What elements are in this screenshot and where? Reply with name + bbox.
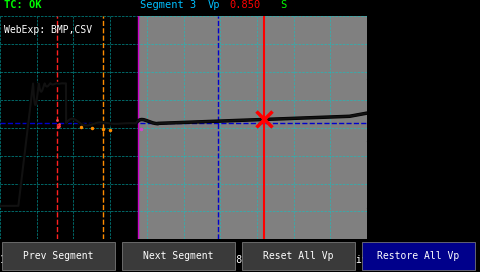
Text: 17.4 mp/div: 17.4 mp/div <box>302 255 367 265</box>
Text: 14.441 ns: 14.441 ns <box>428 42 477 51</box>
Text: Add New
Segment: Add New Segment <box>405 38 443 57</box>
Text: Prev Segment: Prev Segment <box>24 251 94 261</box>
Text: 4.109 ft: 4.109 ft <box>433 23 477 32</box>
Text: WebExp: BMP,CSV: WebExp: BMP,CSV <box>4 25 92 35</box>
Text: Vp: Vp <box>207 0 220 10</box>
Text: 39.5 dB: 39.5 dB <box>439 134 477 143</box>
Text: Next Segment: Next Segment <box>144 251 214 261</box>
Text: Reset All Vp: Reset All Vp <box>264 251 334 261</box>
Text: 51.1 Ω: 51.1 Ω <box>444 97 477 106</box>
Text: 10.5 mp: 10.5 mp <box>439 116 477 125</box>
Text: Delete All
Segments: Delete All Segments <box>397 165 450 184</box>
FancyBboxPatch shape <box>2 242 115 270</box>
Text: S: S <box>280 0 286 10</box>
Text: Restore All Vp: Restore All Vp <box>377 251 460 261</box>
Text: RRC 12.96 mp: RRC 12.96 mp <box>412 190 477 199</box>
Bar <box>138 16 367 239</box>
Text: LIVE TRACE  0.850 Vp: LIVE TRACE 0.850 Vp <box>154 255 272 265</box>
Text: Segment 3: Segment 3 <box>140 0 196 10</box>
FancyBboxPatch shape <box>362 242 475 270</box>
Text: 1.021 VSWR: 1.021 VSWR <box>423 153 477 162</box>
Text: Delete
Segment: Delete Segment <box>405 100 443 120</box>
Text: 4.109 Δft: 4.109 Δft <box>428 60 477 69</box>
Text: 1.026 rVSWR: 1.026 rVSWR <box>418 171 477 180</box>
Text: 0.850: 0.850 <box>229 0 261 10</box>
FancyBboxPatch shape <box>122 242 235 270</box>
Text: 14.441 Δns: 14.441 Δns <box>423 79 477 88</box>
FancyBboxPatch shape <box>242 242 355 270</box>
Text: RRL 31.7 dB: RRL 31.7 dB <box>418 208 477 217</box>
Text: 1.00 ft/div: 1.00 ft/div <box>0 255 65 265</box>
Text: TC: OK: TC: OK <box>4 0 41 10</box>
